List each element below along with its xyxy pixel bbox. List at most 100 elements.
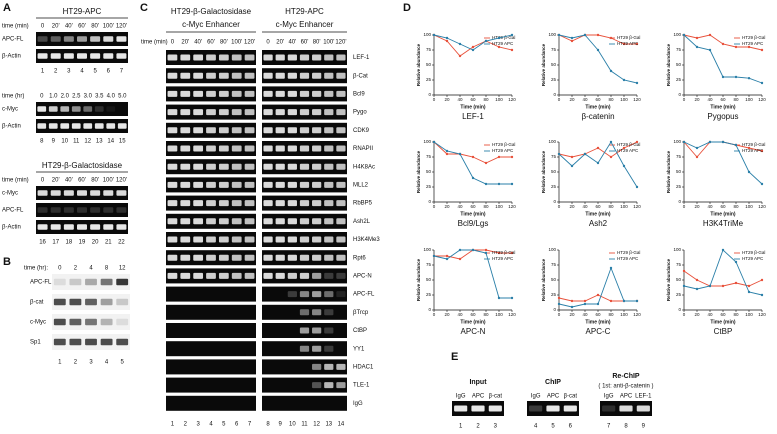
band	[263, 109, 273, 116]
data-point	[721, 248, 725, 252]
data-point	[596, 302, 600, 306]
band	[324, 181, 334, 188]
band	[103, 224, 114, 230]
lane-label: APC	[472, 394, 485, 400]
y-tick-label: 50	[676, 169, 682, 174]
y-tick-label: 25	[551, 77, 557, 82]
band	[48, 106, 58, 112]
panel-label: B	[3, 256, 11, 268]
y-tick-label: 0	[678, 92, 681, 97]
row-label: APC-FL	[2, 208, 24, 214]
band	[336, 54, 346, 61]
band	[275, 272, 285, 279]
band	[336, 218, 346, 225]
band	[100, 318, 113, 326]
lane-number: 4	[534, 424, 538, 430]
data-point	[682, 284, 686, 288]
band	[69, 318, 82, 326]
data-point	[760, 278, 764, 282]
band	[275, 72, 285, 79]
lane-number: 20	[92, 240, 99, 246]
band	[116, 298, 129, 306]
data-point	[458, 54, 462, 58]
band	[546, 405, 560, 412]
data-point	[747, 290, 751, 294]
band	[299, 109, 310, 116]
data-point	[695, 146, 699, 150]
band	[275, 218, 285, 225]
band	[244, 90, 255, 97]
band	[287, 272, 297, 279]
x-tick-label: 80	[733, 204, 739, 209]
band	[312, 254, 322, 261]
data-point	[570, 299, 574, 303]
band	[231, 72, 242, 79]
band	[63, 224, 74, 230]
x-tick-label: 100	[745, 97, 753, 102]
lane-number: 9	[642, 424, 646, 430]
time-value: 3.5	[95, 94, 104, 100]
data-point	[484, 182, 488, 186]
band	[77, 36, 87, 42]
band	[275, 54, 285, 61]
lane-label: IgG	[531, 394, 541, 400]
x-axis-label: Time (min)	[585, 211, 611, 217]
x-tick-label: 20	[569, 204, 575, 209]
lane-number: 7	[607, 424, 611, 430]
y-tick-label: 50	[426, 169, 432, 174]
x-tick-label: 60	[720, 204, 726, 209]
x-axis-label: Time (min)	[585, 104, 611, 110]
x-tick-label: 80	[733, 312, 739, 317]
band	[529, 405, 543, 412]
time-value: 100'	[103, 24, 114, 30]
row-label: RNAPII	[353, 146, 373, 152]
band	[206, 72, 216, 79]
band	[263, 218, 273, 225]
lane-number: 5	[93, 69, 97, 75]
x-tick-label: 20	[444, 204, 450, 209]
band	[312, 309, 322, 316]
legend-label: HT29 β-Gal	[617, 35, 640, 40]
band	[336, 272, 346, 279]
data-point	[570, 155, 574, 159]
row-label: Bcl9	[353, 91, 365, 97]
band	[244, 127, 255, 134]
gel-strip	[262, 395, 347, 411]
lane-number: 3	[89, 360, 93, 366]
legend-label: HT29 β-Gal	[617, 250, 640, 255]
x-tick-label: 100	[620, 204, 628, 209]
band	[312, 54, 322, 61]
band	[312, 382, 322, 389]
band	[116, 338, 129, 346]
band	[263, 236, 273, 243]
x-tick-label: 120	[633, 312, 641, 317]
band	[299, 181, 310, 188]
band	[336, 382, 346, 389]
x-tick-label: 120	[508, 204, 516, 209]
band	[299, 218, 310, 225]
time-label: time (hr)	[2, 94, 24, 100]
band	[336, 254, 346, 261]
y-tick-label: 50	[551, 169, 557, 174]
x-tick-label: 60	[595, 312, 601, 317]
lane-number: 2	[54, 69, 58, 75]
gel-strip	[262, 377, 347, 393]
x-tick-label: 120	[508, 97, 516, 102]
band	[94, 123, 104, 129]
gel-strip	[262, 359, 347, 375]
y-tick-label: 0	[678, 199, 681, 204]
data-point	[510, 155, 514, 159]
x-tick-label: 20	[444, 312, 450, 317]
band	[180, 163, 191, 170]
y-axis-label: Relative abundance	[416, 150, 421, 193]
band	[206, 54, 216, 61]
data-point	[760, 293, 764, 297]
y-axis-label: Relative abundance	[416, 258, 421, 301]
chart-title: Pygopus	[707, 112, 738, 121]
lane-number: 1	[58, 360, 62, 366]
band	[275, 90, 285, 97]
band	[53, 278, 66, 286]
data-point	[682, 33, 686, 37]
legend-label: HT29 APC	[617, 41, 639, 46]
data-point	[471, 48, 475, 52]
